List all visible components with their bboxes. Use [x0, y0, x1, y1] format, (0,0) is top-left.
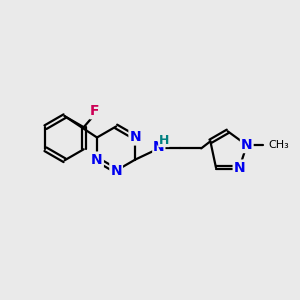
Text: H: H [159, 134, 169, 147]
Text: N: N [153, 140, 165, 154]
Text: F: F [90, 104, 100, 118]
Text: N: N [241, 138, 253, 152]
Text: N: N [91, 153, 103, 166]
Text: CH₃: CH₃ [268, 140, 289, 150]
Text: N: N [110, 164, 122, 178]
Text: N: N [130, 130, 141, 145]
Text: N: N [234, 160, 245, 175]
